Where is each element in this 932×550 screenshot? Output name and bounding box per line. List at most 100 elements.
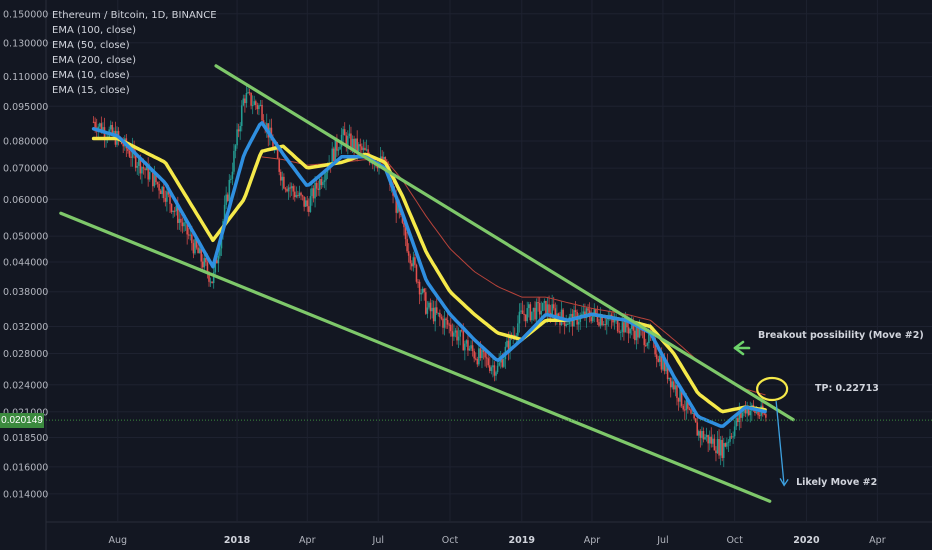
candle-body	[529, 304, 532, 321]
candle-body	[513, 334, 516, 337]
candle-body	[462, 331, 465, 351]
candle-body	[593, 309, 596, 315]
candle-body	[721, 439, 723, 458]
candle-body	[727, 441, 730, 443]
candle-body	[250, 92, 252, 106]
candle-body	[488, 365, 491, 371]
candle-body	[602, 324, 605, 326]
candle-body	[248, 92, 251, 94]
candle-body	[439, 312, 441, 318]
y-tick-label: 0.060000	[3, 195, 48, 206]
candle-body	[92, 121, 95, 123]
candle-body	[457, 336, 460, 341]
candle-body	[570, 313, 572, 317]
candle-body	[412, 257, 415, 267]
x-tick-label: Aug	[108, 535, 127, 546]
candle-body	[712, 438, 714, 444]
candle-body	[345, 135, 348, 147]
candle-body	[526, 308, 529, 322]
candle-body	[601, 316, 603, 326]
candle-body	[445, 318, 447, 321]
candle-body	[161, 186, 164, 195]
candle-body	[434, 307, 436, 322]
candle-body	[139, 158, 142, 174]
candle-body	[247, 92, 249, 94]
candle-body	[353, 138, 355, 150]
candle-body	[493, 365, 496, 376]
candle-body	[520, 310, 522, 312]
x-tick-label: 2020	[793, 535, 820, 546]
candle-body	[565, 324, 568, 326]
candle-body	[696, 422, 699, 436]
candle-body	[169, 194, 171, 204]
candle-body	[237, 129, 240, 132]
candle-body	[507, 340, 510, 352]
candle-body	[148, 171, 151, 180]
x-tick-label: Oct	[442, 535, 459, 546]
candle-body	[496, 365, 499, 373]
candle-body	[283, 176, 285, 189]
candle-body	[531, 311, 533, 321]
candle-body	[702, 431, 705, 440]
candle-body	[540, 310, 543, 315]
candle-body	[122, 143, 125, 147]
candle-body	[668, 377, 670, 380]
candle-body	[464, 343, 466, 351]
candle-body	[312, 188, 315, 199]
candle-body	[209, 281, 212, 283]
candle-body	[173, 210, 176, 212]
candle-body	[732, 436, 734, 438]
candle-body	[231, 171, 234, 179]
y-tick-label: 0.016000	[3, 462, 48, 473]
candle-body	[337, 149, 340, 151]
candle-body	[676, 385, 678, 399]
candle-body	[685, 400, 688, 411]
candle-body	[295, 195, 298, 198]
candle-body	[722, 443, 725, 458]
candle-body	[566, 324, 569, 326]
candle-body	[325, 172, 327, 181]
candle-body	[585, 308, 588, 319]
candle-body	[201, 261, 204, 268]
candle-body	[354, 138, 357, 150]
candle-body	[322, 181, 324, 186]
candle-body	[343, 129, 346, 136]
candle-body	[665, 362, 667, 372]
legend-item-ema-15: EMA (15, close)	[52, 85, 130, 96]
candle-body	[331, 148, 334, 166]
candle-body	[200, 248, 203, 262]
candle-body	[113, 130, 115, 134]
candle-body	[197, 247, 199, 254]
candle-body	[634, 330, 636, 341]
candle-body	[195, 239, 198, 248]
y-tick-label: 0.038000	[3, 287, 48, 298]
candle-body	[414, 257, 416, 265]
candle-body	[744, 407, 747, 414]
breakout-annotation: Breakout possibility (Move #2)	[758, 330, 924, 342]
candle-body	[460, 330, 463, 332]
candle-body	[376, 165, 379, 169]
candle-body	[334, 139, 337, 161]
candle-body	[557, 313, 560, 318]
candle-body	[336, 139, 338, 151]
y-tick-label: 0.095000	[3, 102, 48, 113]
candle-body	[415, 264, 418, 282]
candle-body	[308, 206, 310, 212]
candle-body	[596, 314, 599, 323]
candle-body	[577, 321, 580, 325]
candle-body	[518, 311, 521, 324]
candle-body	[757, 411, 759, 416]
overlays	[46, 340, 932, 487]
ema-slow-line	[91, 136, 767, 414]
candle-body	[364, 147, 366, 151]
candle-body	[701, 431, 703, 438]
candle-body	[192, 243, 195, 254]
y-tick-label: 0.044000	[3, 258, 48, 269]
candle-body	[626, 318, 628, 328]
candle-body	[431, 307, 433, 312]
candle-body	[245, 93, 248, 104]
candle-body	[679, 388, 681, 402]
candle-body	[515, 335, 518, 337]
candle-body	[632, 324, 635, 331]
